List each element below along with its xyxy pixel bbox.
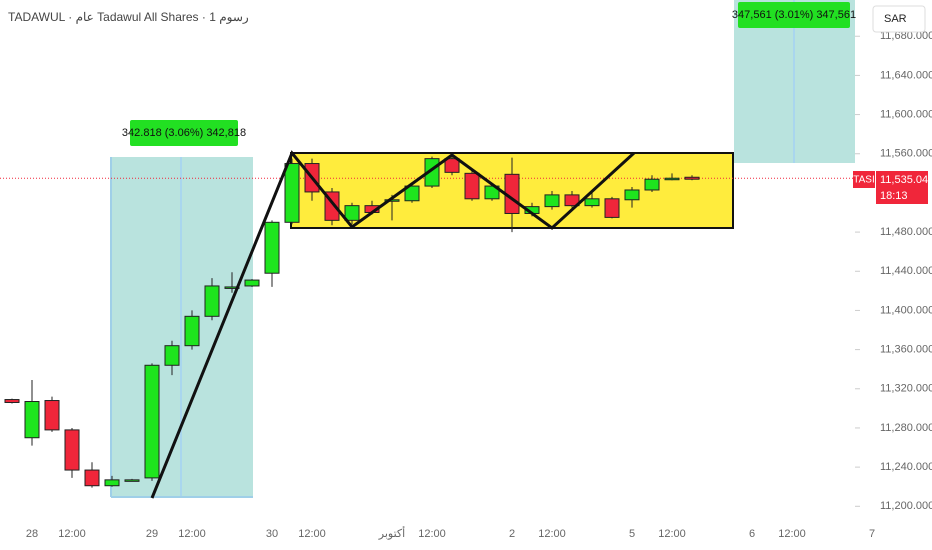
candle-body [4, 399, 20, 403]
y-tick-label: 11,560.000 [880, 148, 932, 160]
y-tick-label: 11,200.000 [880, 500, 932, 512]
position-label: 342.818 (3.06%) 342,818 [122, 127, 246, 139]
candle-body [244, 279, 260, 287]
candle-body [184, 315, 200, 347]
x-tick-label: 6 [749, 528, 755, 540]
position-label-box [130, 120, 238, 146]
y-tick-label: 11,280.000 [880, 422, 932, 434]
drawings [110, 0, 855, 498]
x-tick-label: 2 [509, 528, 515, 540]
candle-body [564, 194, 580, 207]
x-tick-label: 28 [26, 528, 38, 540]
candles [4, 155, 700, 488]
candle-body [604, 198, 620, 218]
y-tick-label: 11,680.000 [880, 30, 932, 42]
x-tick-label: 12:00 [298, 528, 326, 540]
currency-box[interactable] [872, 5, 926, 33]
currency[interactable]: SAR [884, 13, 907, 25]
candle-body [684, 176, 700, 180]
candle-body [584, 198, 600, 207]
candle-body [404, 185, 420, 202]
x-tick-label: 12:00 [538, 528, 566, 540]
y-tick-label: 11,400.000 [880, 304, 932, 316]
candle-body [84, 469, 100, 487]
x-tick-label: 12:00 [418, 528, 446, 540]
x-tick-label: 12:00 [58, 528, 86, 540]
candle-body [484, 185, 500, 200]
y-tick-label: 11,600.000 [880, 108, 932, 120]
candle-body [444, 158, 460, 173]
candle-body [544, 194, 560, 208]
y-tick-label: 11,240.000 [880, 461, 932, 473]
symbol-tag: TASI [853, 175, 874, 186]
x-tick-label: 30 [266, 528, 278, 540]
candle-body [104, 479, 120, 487]
candle-body [224, 286, 240, 289]
candle-body [664, 177, 680, 181]
last-price-label: 11,535.040 [880, 174, 932, 186]
zigzag-drawing [150, 150, 636, 499]
countdown: 18:13 [880, 190, 908, 202]
x-tick-label: أكتوبر [378, 526, 405, 540]
candle-body [464, 172, 480, 200]
y-tick-label: 11,320.000 [880, 383, 932, 395]
candle-body [144, 364, 160, 479]
position-label-box [738, 2, 850, 28]
x-tick-label: 7 [869, 528, 875, 540]
candle-body [284, 163, 300, 223]
symbol-tag-box [853, 171, 875, 188]
price-tag-box [876, 171, 928, 204]
candle-body [24, 401, 40, 439]
candle-body [124, 479, 140, 482]
x-tick-label: 12:00 [178, 528, 206, 540]
y-tick-label: 11,360.000 [880, 344, 932, 356]
candle-body [264, 221, 280, 274]
candle-body [44, 400, 60, 431]
y-tick-label: 11,480.000 [880, 226, 932, 238]
candle-body [64, 429, 80, 471]
candle-body [344, 205, 360, 221]
candle-body [644, 178, 660, 191]
candle-body [204, 285, 220, 317]
y-tick-label: 11,440.000 [880, 265, 932, 277]
x-tick-label: 12:00 [778, 528, 806, 540]
position-label: 347,561 (3.01%) 347,561 [732, 9, 856, 21]
x-tick-label: 5 [629, 528, 635, 540]
x-tick-label: 29 [146, 528, 158, 540]
chart-title: TADAWUL · عام Tadawul All Shares · 1 رسو… [8, 10, 249, 24]
y-tick-label: 11,640.000 [880, 69, 932, 81]
candle-body [624, 189, 640, 201]
candle-body [164, 345, 180, 366]
x-tick-label: 12:00 [658, 528, 686, 540]
